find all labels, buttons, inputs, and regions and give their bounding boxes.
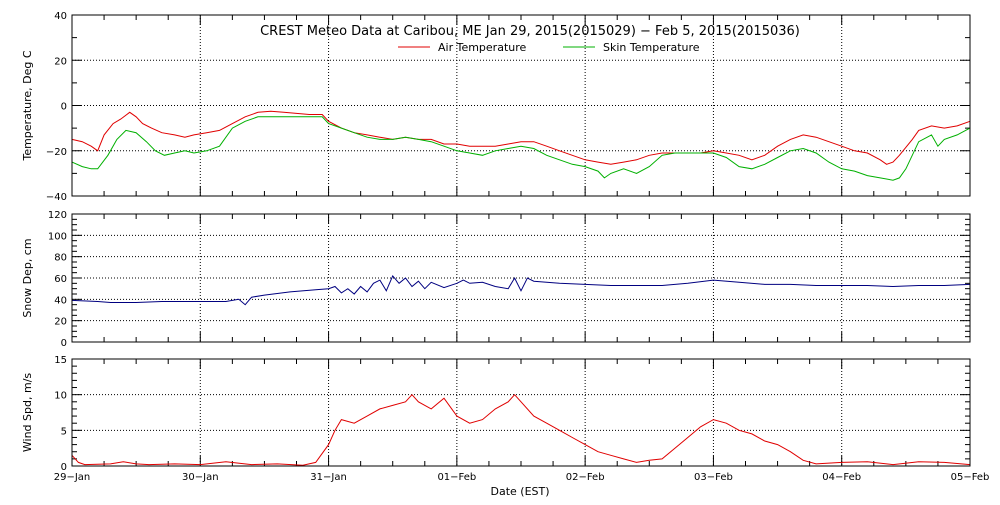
snow-depth-panel: 0 20 40 60 80 100 120 Snow Dep, cm <box>21 210 971 349</box>
snow-depth-plot-frame <box>71 213 971 343</box>
wind-speed-plot-frame <box>71 358 971 467</box>
legend-label: Air Temperature <box>438 41 527 54</box>
wind-speed-y-axis-label: Wind Spd, m/s <box>21 373 34 453</box>
x-tick-label: 02−Feb <box>566 472 605 483</box>
temperature-plot-frame <box>71 14 971 197</box>
legend-label: Skin Temperature <box>603 41 700 54</box>
temperature-series-line-1 <box>71 116 971 181</box>
x-tick-label: 31−Jan <box>310 472 347 483</box>
snow-depth-y-tick-label: 120 <box>48 210 67 221</box>
snow-depth-y-tick-label: 100 <box>48 231 67 242</box>
wind-speed-panel: 0 5 10 15 Wind Spd, m/s 29−Jan 30−Jan 31−Jan 01−… <box>21 355 989 483</box>
temperature-y-tick-label: 0 <box>61 102 67 113</box>
x-tick-label: 30−Jan <box>182 472 219 483</box>
temperature-y-tick-label: −40 <box>46 192 67 203</box>
snow-depth-series-line-0 <box>71 274 971 306</box>
x-tick-label: 01−Feb <box>437 472 476 483</box>
wind-speed-y-tick-label: 5 <box>61 426 67 437</box>
snow-depth-y-tick-label: 20 <box>54 317 67 328</box>
temperature-y-tick-label: 20 <box>54 56 67 67</box>
temperature-y-tick-label: −20 <box>46 147 67 158</box>
snow-depth-y-tick-label: 60 <box>54 274 67 285</box>
x-tick-label: 04−Feb <box>822 472 861 483</box>
wind-speed-series-line-0 <box>71 393 971 466</box>
temperature-y-tick-label: 40 <box>54 11 67 22</box>
wind-speed-y-tick-label: 10 <box>54 391 67 402</box>
x-tick-label: 05−Feb <box>951 472 990 483</box>
wind-speed-y-tick-label: 0 <box>61 462 67 473</box>
temperature-panel: −40 −20 0 20 40 Temperature, Deg C <box>21 11 971 203</box>
snow-depth-y-tick-label: 80 <box>54 253 67 264</box>
x-axis-label: Date (EST) <box>490 485 549 498</box>
wind-speed-y-tick-label: 15 <box>54 355 67 366</box>
legend: Air Temperature Skin Temperature <box>398 41 700 54</box>
snow-depth-y-tick-label: 0 <box>61 338 67 349</box>
snow-depth-y-axis-label: Snow Dep, cm <box>21 238 34 317</box>
x-tick-label: 29−Jan <box>54 472 91 483</box>
temperature-y-axis-label: Temperature, Deg C <box>21 50 34 161</box>
temperature-series-line-0 <box>71 110 971 165</box>
snow-depth-y-tick-label: 40 <box>54 295 67 306</box>
chart-title: CREST Meteo Data at Caribou, ME Jan 29, … <box>260 24 800 39</box>
x-tick-label: 03−Feb <box>694 472 733 483</box>
